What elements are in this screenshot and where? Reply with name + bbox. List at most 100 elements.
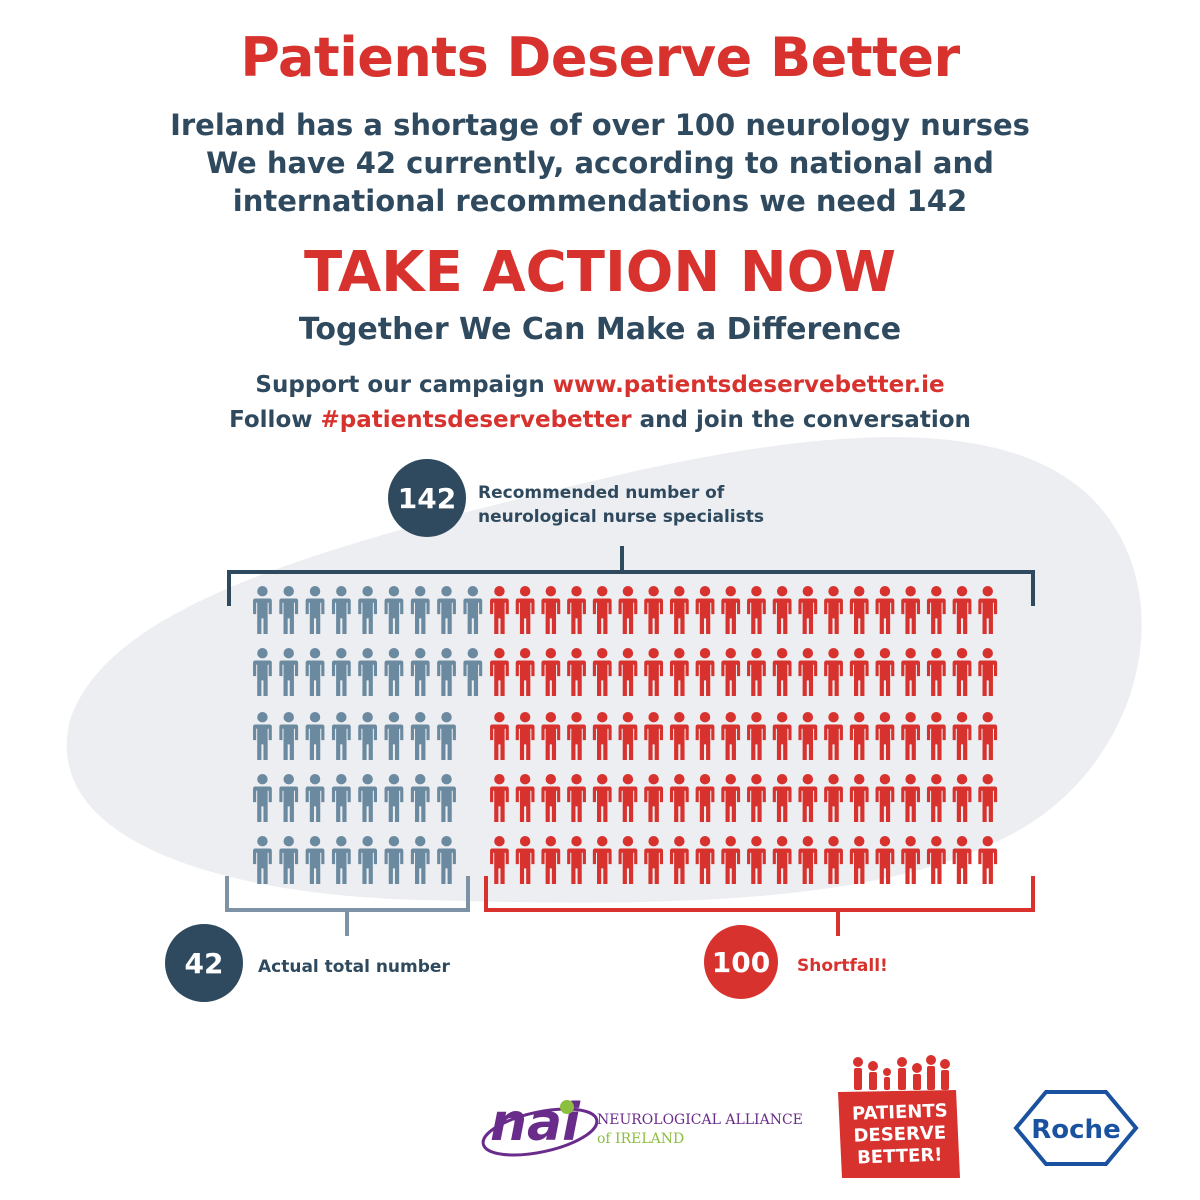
person-icon [592, 836, 612, 884]
pdb-logo: PATIENTS DESERVE BETTER! [838, 1055, 960, 1178]
person-icon [798, 648, 818, 696]
person-icon [901, 648, 921, 696]
person-icon [824, 586, 843, 634]
person-icon [358, 712, 378, 760]
pdb-line3: BETTER! [857, 1145, 943, 1169]
person-icon [384, 836, 404, 884]
person-icon [358, 586, 378, 634]
person-icon [567, 712, 586, 760]
person-icon [541, 836, 561, 884]
person-icon [875, 712, 895, 760]
actual-bracket [225, 876, 470, 936]
recommended-label-line2: neurological nurse specialists [478, 507, 764, 527]
person-icon [875, 586, 895, 634]
person-icon [331, 712, 351, 760]
nurse-infographic: 142 Recommended number of neurological n… [66, 437, 1142, 1002]
person-icon [567, 586, 586, 634]
nai-swoosh [481, 1107, 599, 1157]
person-icon [926, 836, 946, 884]
person-icon [772, 712, 792, 760]
nai-dot [560, 1100, 574, 1114]
person-icon [695, 586, 715, 634]
person-icon [618, 648, 638, 696]
support-prefix: Support our campaign [255, 372, 553, 398]
person-icon [305, 774, 325, 822]
person-icon [410, 774, 430, 822]
person-icon [644, 586, 664, 634]
person-icon [926, 712, 946, 760]
person-icon [721, 712, 741, 760]
person-icon [305, 836, 325, 884]
person-icon [515, 712, 535, 760]
person-icon [253, 836, 272, 884]
person-icon [331, 774, 351, 822]
person-icon [437, 648, 456, 696]
person-icon [695, 836, 715, 884]
person-icon [279, 712, 299, 760]
person-icon [592, 586, 612, 634]
recommended-number-badge [388, 459, 466, 537]
person-icon [772, 774, 792, 822]
person-icon [926, 648, 946, 696]
person-icon [849, 836, 869, 884]
person-icon [358, 836, 378, 884]
person-icon [721, 586, 741, 634]
shortfall-number: 100 [712, 946, 770, 979]
person-icon [253, 774, 272, 822]
person-icon [926, 586, 946, 634]
person-icon [410, 586, 430, 634]
person-icon [384, 774, 404, 822]
person-icon [279, 774, 299, 822]
person-icon [644, 712, 664, 760]
actual-number-badge [165, 924, 243, 1002]
person-icon [279, 836, 299, 884]
person-icon [331, 648, 351, 696]
person-icon [384, 586, 404, 634]
shortage-statement: Ireland has a shortage of over 100 neuro… [170, 108, 1030, 142]
person-icon [669, 648, 689, 696]
person-icon [253, 648, 272, 696]
pdb-line2: DESERVE [853, 1122, 946, 1146]
person-icon [541, 648, 561, 696]
person-icon [253, 586, 272, 634]
person-icon [567, 836, 586, 884]
person-icon [721, 774, 741, 822]
person-icon [618, 774, 638, 822]
person-icon [618, 586, 638, 634]
follow-prefix: Follow [229, 407, 321, 433]
person-icon [669, 586, 689, 634]
person-icon [305, 648, 325, 696]
person-icon [515, 774, 535, 822]
shortfall-bracket [484, 876, 1035, 936]
person-icon [824, 836, 843, 884]
person-icon [592, 712, 612, 760]
person-icon [541, 712, 561, 760]
campaign-link[interactable]: www.patientsdeservebetter.ie [552, 372, 945, 398]
person-icon [978, 774, 998, 822]
person-icon [515, 586, 535, 634]
person-icon [515, 836, 535, 884]
person-icon [669, 836, 689, 884]
person-icon [567, 648, 586, 696]
person-icon [618, 836, 638, 884]
nai-logo: nai NEUROLOGICAL ALLIANCE of IRELAND [481, 1093, 803, 1157]
person-icon [384, 648, 404, 696]
person-icon [798, 712, 818, 760]
nai-name-line2: of IRELAND [597, 1131, 684, 1147]
person-icon [279, 648, 299, 696]
follow-suffix: and join the conversation [631, 407, 971, 433]
person-icon [798, 836, 818, 884]
recommended-bracket [227, 546, 1035, 606]
person-icon [437, 712, 456, 760]
person-icon [952, 774, 972, 822]
pdb-banner [838, 1090, 960, 1178]
person-icon [978, 712, 998, 760]
person-icon [410, 712, 430, 760]
hashtag-link[interactable]: #patientsdeservebetter [320, 407, 632, 433]
person-icon [952, 712, 972, 760]
person-icon [463, 648, 483, 696]
person-icon [695, 648, 715, 696]
person-icon [747, 712, 766, 760]
person-icon [490, 774, 509, 822]
person-icon [926, 774, 946, 822]
